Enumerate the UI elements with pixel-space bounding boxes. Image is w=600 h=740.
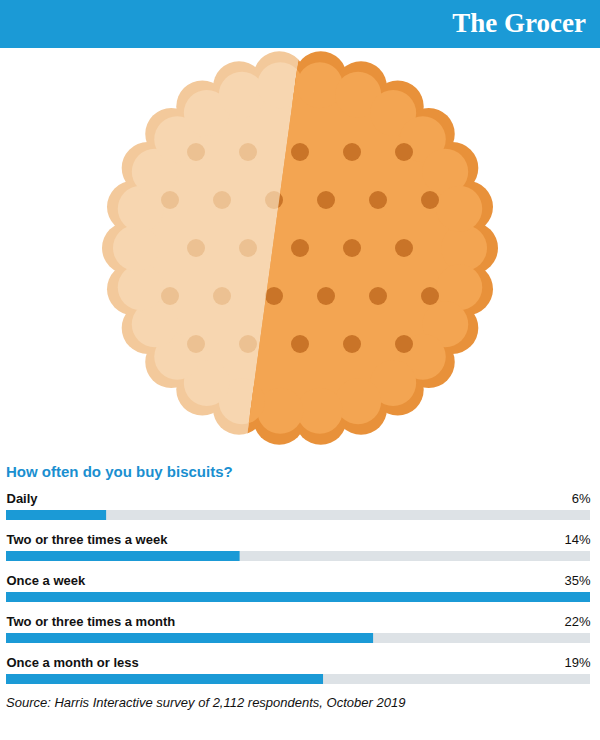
svg-text:35%: 35% [564, 573, 590, 588]
svg-text:14%: 14% [564, 532, 590, 547]
svg-text:22%: 22% [564, 614, 590, 629]
html-text:Source: Harris Interactive sur: Source: Harris Interactive survey of 2,1… [6, 695, 406, 710]
svg-text:Two or three times a week: Two or three times a week [7, 532, 169, 547]
svg-text:19%: 19% [564, 655, 590, 670]
svg-text:Once a month or less: Once a month or less [7, 655, 139, 670]
svg-text:Two or three times a month: Two or three times a month [7, 614, 176, 629]
svg-text:Daily: Daily [7, 491, 39, 506]
html-text:How often do you buy biscuits?: How often do you buy biscuits? [6, 463, 233, 480]
svg-text:6%: 6% [572, 491, 591, 506]
html-text:The Grocer: The Grocer [452, 8, 586, 38]
svg-text:Once a week: Once a week [7, 573, 87, 588]
